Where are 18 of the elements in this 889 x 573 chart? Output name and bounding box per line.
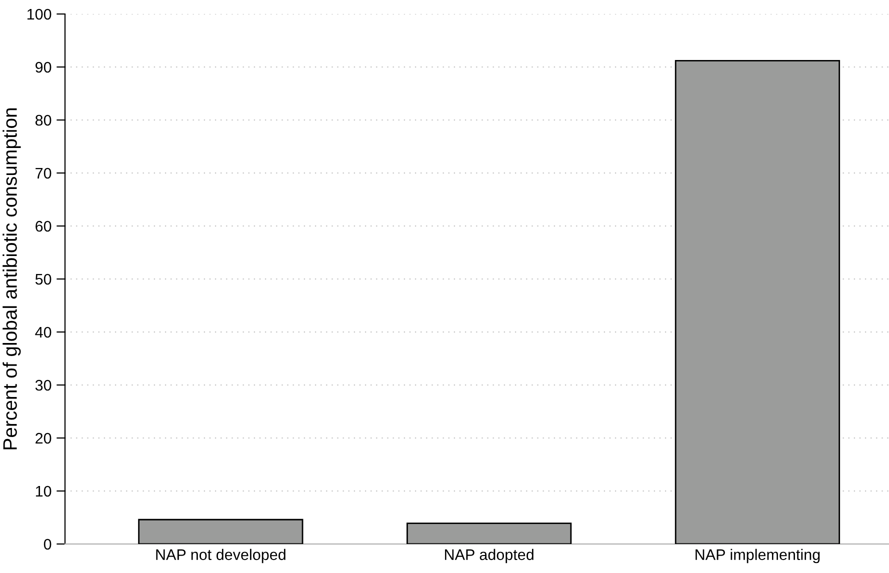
- y-axis-title: Percent of global antibiotic consumption: [2, 108, 21, 450]
- y-tick-label: 70: [36, 168, 52, 179]
- bar: [138, 518, 304, 544]
- x-tick-label: NAP not developed: [156, 548, 286, 564]
- y-tick-label: 40: [35, 326, 52, 338]
- y-tick-label: 80: [35, 114, 52, 126]
- bar: [674, 60, 840, 544]
- y-tick-label: 60: [36, 220, 52, 232]
- y-tick-label: 50: [35, 274, 52, 285]
- x-tick-label: NAP implementing: [696, 548, 820, 564]
- y-tick-label: 10: [36, 486, 52, 497]
- y-tick-label: 100: [27, 8, 52, 20]
- x-tick-label: NAP adopted: [445, 548, 534, 564]
- y-tick-label: 20: [36, 432, 52, 444]
- y-tick-label: 0: [44, 538, 52, 550]
- y-tick-label: 30: [35, 380, 52, 391]
- y-tick-label: 90: [36, 62, 52, 73]
- bar: [406, 522, 572, 544]
